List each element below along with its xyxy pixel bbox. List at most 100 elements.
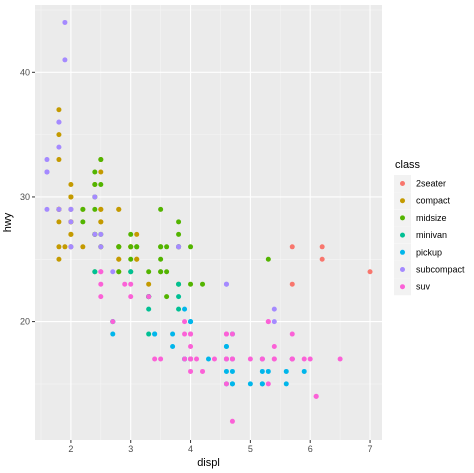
data-point-pickup bbox=[152, 331, 158, 337]
data-point-midsize bbox=[98, 181, 104, 187]
y-axis: 20 30 40 bbox=[20, 67, 35, 327]
data-point-midsize bbox=[146, 269, 152, 275]
data-point-pickup bbox=[229, 381, 235, 387]
legend-swatch-2seater bbox=[400, 181, 405, 186]
data-point-midsize bbox=[164, 294, 170, 300]
data-point-midsize bbox=[188, 281, 194, 287]
data-point-suv bbox=[265, 381, 271, 387]
data-point-pickup bbox=[265, 368, 271, 374]
data-point-midsize bbox=[98, 157, 104, 163]
data-point-compact bbox=[80, 244, 86, 250]
data-point-suv bbox=[313, 393, 319, 399]
data-point-suv bbox=[98, 294, 104, 300]
data-point-compact bbox=[116, 256, 122, 262]
data-point-subcompact bbox=[223, 281, 229, 287]
data-point-pickup bbox=[229, 368, 235, 374]
data-point-suv bbox=[188, 331, 194, 337]
legend: class 2seater compact midsize minivan pickup… bbox=[394, 159, 465, 296]
data-point-2seater bbox=[367, 269, 373, 275]
data-point-subcompact bbox=[68, 206, 74, 212]
data-point-suv bbox=[188, 356, 194, 362]
data-point-compact bbox=[56, 157, 62, 163]
data-point-suv bbox=[152, 356, 158, 362]
data-point-suv bbox=[265, 319, 271, 325]
data-point-compact bbox=[56, 219, 62, 225]
data-point-compact bbox=[98, 219, 104, 225]
data-point-minivan bbox=[128, 269, 134, 275]
data-point-suv bbox=[307, 356, 313, 362]
data-point-suv bbox=[271, 356, 277, 362]
data-point-pickup bbox=[223, 344, 229, 350]
x-axis: 2 3 4 5 6 7 bbox=[68, 440, 373, 454]
data-point-midsize bbox=[158, 206, 164, 212]
data-point-midsize bbox=[116, 244, 122, 250]
data-point-pickup bbox=[259, 381, 265, 387]
data-point-minivan bbox=[92, 269, 98, 275]
data-point-compact bbox=[56, 244, 62, 250]
data-point-suv bbox=[211, 356, 217, 362]
x-tick-label: 6 bbox=[308, 444, 313, 454]
data-point-pickup bbox=[283, 368, 289, 374]
data-point-midsize bbox=[164, 269, 170, 275]
data-point-compact bbox=[116, 206, 122, 212]
data-point-pickup bbox=[206, 356, 211, 362]
data-point-midsize bbox=[158, 256, 164, 262]
legend-swatch-compact bbox=[400, 198, 405, 204]
data-point-midsize bbox=[176, 219, 182, 225]
data-point-suv bbox=[158, 356, 164, 362]
legend-title: class bbox=[395, 159, 421, 171]
data-point-suv bbox=[128, 281, 134, 287]
data-point-minivan bbox=[176, 281, 182, 287]
data-point-minivan bbox=[176, 294, 182, 300]
y-tick-label: 40 bbox=[20, 67, 30, 77]
data-point-subcompact bbox=[44, 157, 50, 163]
x-axis-title: displ bbox=[197, 457, 220, 469]
data-point-subcompact bbox=[68, 244, 74, 250]
data-point-minivan bbox=[146, 331, 152, 337]
data-point-suv bbox=[271, 344, 277, 350]
data-point-subcompact bbox=[62, 57, 68, 63]
data-point-subcompact bbox=[56, 144, 62, 150]
legend-label-subcompact: subcompact bbox=[416, 265, 465, 275]
data-point-suv bbox=[200, 368, 206, 374]
data-point-suv bbox=[289, 331, 295, 337]
data-point-compact bbox=[56, 256, 62, 262]
data-point-midsize bbox=[80, 219, 86, 225]
legend-label-compact: compact bbox=[416, 196, 451, 206]
data-point-midsize bbox=[92, 181, 98, 187]
data-point-midsize bbox=[158, 244, 164, 250]
data-point-midsize bbox=[128, 256, 134, 262]
data-point-suv bbox=[98, 281, 104, 287]
data-point-subcompact bbox=[271, 306, 277, 312]
x-tick-label: 7 bbox=[368, 444, 373, 454]
legend-items: 2seater compact midsize minivan pickup subcom… bbox=[394, 175, 465, 296]
y-tick-label: 20 bbox=[20, 317, 30, 327]
data-point-midsize bbox=[92, 169, 98, 175]
data-point-compact bbox=[98, 206, 104, 212]
data-point-suv bbox=[223, 331, 229, 337]
data-point-pickup bbox=[170, 344, 176, 350]
data-point-subcompact bbox=[92, 231, 98, 237]
legend-label-pickup: pickup bbox=[416, 247, 442, 257]
data-point-minivan bbox=[146, 306, 152, 312]
data-point-subcompact bbox=[98, 244, 104, 250]
data-point-compact bbox=[56, 107, 62, 113]
data-point-subcompact bbox=[44, 169, 50, 175]
data-point-pickup bbox=[182, 306, 188, 312]
data-point-pickup bbox=[170, 331, 176, 337]
data-point-suv bbox=[182, 356, 188, 362]
legend-swatch-pickup bbox=[400, 249, 405, 255]
x-tick-label: 3 bbox=[128, 444, 133, 454]
y-axis-title: hwy bbox=[2, 212, 14, 232]
data-point-compact bbox=[68, 181, 74, 187]
data-point-compact bbox=[62, 244, 68, 250]
data-point-subcompact bbox=[44, 206, 50, 212]
data-point-2seater bbox=[319, 244, 325, 250]
data-point-pickup bbox=[110, 331, 116, 337]
data-point-suv bbox=[223, 381, 229, 387]
data-point-midsize bbox=[265, 256, 271, 262]
data-point-midsize bbox=[128, 231, 134, 237]
data-point-suv bbox=[182, 331, 188, 337]
data-point-midsize bbox=[164, 244, 170, 250]
